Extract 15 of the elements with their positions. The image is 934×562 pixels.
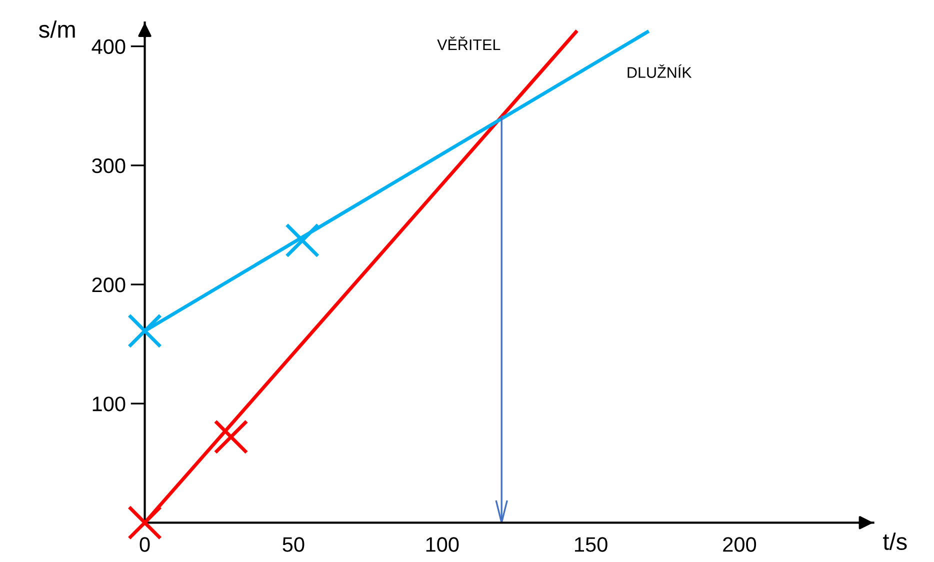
- x-tick-label: 0: [140, 537, 150, 552]
- x-tick-label: 200: [723, 537, 756, 552]
- x-axis-title: t/s: [883, 532, 907, 550]
- point: [214, 420, 248, 454]
- x-tick-label: 150: [575, 537, 608, 552]
- y-tick-label: 300: [92, 158, 126, 174]
- y-tick-label: 100: [92, 396, 126, 412]
- y-tick-label: 400: [92, 39, 126, 54]
- x-tick-label: 100: [426, 537, 459, 552]
- point: [285, 223, 320, 258]
- y-axis-title: s/m: [38, 20, 75, 38]
- series-label: DLUŽNÍK: [628, 64, 692, 78]
- text: VĚŘITEL: [437, 36, 500, 50]
- x-tick-label: 50: [282, 537, 304, 552]
- y-tick-label: 200: [92, 277, 126, 292]
